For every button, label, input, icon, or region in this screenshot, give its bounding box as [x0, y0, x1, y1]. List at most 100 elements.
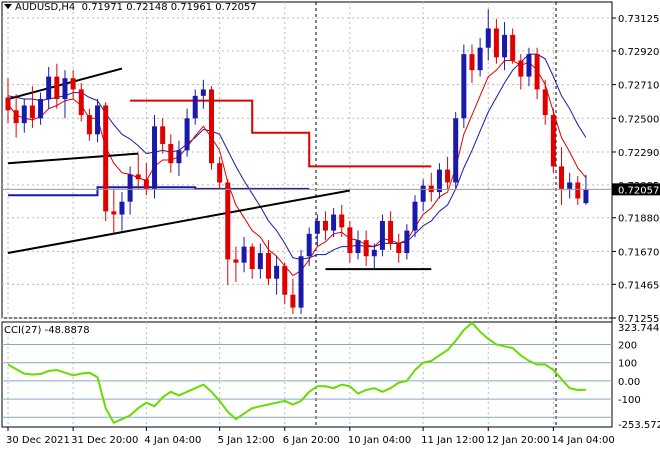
candle-body: [314, 220, 320, 234]
candle-body: [339, 214, 345, 228]
candle-body: [412, 201, 418, 231]
candle-body: [54, 76, 60, 100]
price-panel-frame: [1, 1, 613, 319]
close-value: 0.72057: [215, 2, 257, 13]
time-tick-label: 5 Jan 12:00: [218, 435, 275, 446]
collapse-arrow-icon[interactable]: [4, 4, 12, 9]
candle-body: [542, 89, 548, 116]
candle-body: [257, 253, 263, 270]
candle-body: [143, 179, 149, 189]
candle-body: [46, 76, 52, 100]
candle-body: [38, 99, 44, 119]
symbol-label: AUDUSD,H4: [15, 2, 76, 13]
candle-body: [282, 265, 288, 295]
candle-body: [95, 105, 101, 135]
candle-body: [200, 89, 206, 96]
candle-body: [135, 174, 141, 180]
cci-tick-label: -253.5723: [618, 420, 660, 431]
time-tick-label: 4 Jan 04:00: [144, 435, 201, 446]
candle-body: [249, 246, 255, 270]
candle-body: [192, 95, 198, 119]
candle-body: [274, 265, 280, 279]
candle-body: [371, 249, 377, 257]
candle-body: [5, 97, 11, 111]
time-tick-label: 11 Jan 12:00: [421, 435, 484, 446]
trend-line: [7, 189, 351, 255]
candle-body: [62, 78, 68, 100]
candle-body: [404, 230, 410, 254]
cci-tick-label: -100: [618, 395, 641, 406]
high-value: 0.72148: [126, 2, 168, 13]
candle-body: [379, 220, 385, 250]
candle-body: [265, 253, 271, 279]
indicator-header: CCI(27) -48.8878: [4, 325, 90, 336]
price-tick-label: 0.71255: [618, 314, 659, 325]
price-tick-label: 0.72290: [618, 148, 659, 159]
price-tick-label: 0.72500: [618, 114, 659, 125]
candle-body: [78, 89, 84, 116]
indicator-label: CCI(27): [4, 325, 42, 336]
price-tick-label: 0.71880: [618, 214, 659, 225]
candle-body: [209, 89, 214, 164]
candle-body: [493, 28, 499, 58]
candle-body: [233, 259, 239, 263]
candle-body: [583, 189, 589, 204]
candle-body: [119, 201, 125, 215]
candle-body: [453, 118, 459, 183]
candle-body: [510, 34, 516, 61]
cci-tick-label: 200: [618, 341, 637, 352]
price-tick-label: 0.71465: [618, 280, 659, 291]
candle-body: [160, 126, 166, 144]
candle-body: [21, 105, 27, 124]
candle-body: [477, 47, 483, 71]
candle-body: [184, 118, 190, 151]
candle-body: [217, 163, 223, 183]
candle-body: [70, 78, 76, 90]
cci-tick-label: 100: [618, 359, 637, 370]
candle-body: [13, 110, 19, 124]
support-step-line: [8, 186, 310, 197]
time-tick-label: 30 Dec 2021: [6, 435, 70, 446]
candle-body: [388, 220, 394, 244]
chart-header: AUDUSD,H4 0.71971 0.72148 0.71961 0.7205…: [4, 2, 257, 13]
time-tick-label: 10 Jan 04:00: [348, 435, 411, 446]
cci-line: [7, 321, 586, 424]
trend-line: [7, 152, 139, 165]
candle-body: [225, 182, 231, 260]
candle-body: [502, 34, 508, 58]
candle-body: [331, 214, 337, 231]
candle-body: [518, 60, 524, 77]
current-price-label: 0.72057: [618, 185, 659, 196]
candle-body: [420, 185, 426, 202]
open-value: 0.71971: [81, 2, 124, 13]
time-tick-label: 6 Jan 20:00: [283, 435, 340, 446]
candle-body: [575, 182, 581, 199]
candle-body: [322, 220, 328, 231]
candle-body: [550, 115, 556, 167]
candle-body: [436, 169, 442, 193]
low-value: 0.71961: [170, 2, 213, 13]
candle-body: [355, 240, 361, 254]
candle-body: [396, 243, 402, 254]
candle-body: [526, 54, 532, 77]
candle-body: [469, 54, 475, 71]
candle-body: [168, 143, 174, 164]
candle-body: [347, 227, 353, 254]
candle-body: [176, 150, 182, 164]
candle-body: [485, 28, 491, 48]
price-tick-label: 0.72920: [618, 47, 659, 58]
candle-body: [103, 105, 109, 212]
candle-body: [152, 126, 158, 189]
time-tick-label: 31 Dec 20:00: [71, 435, 138, 446]
candle-body: [534, 54, 540, 90]
candle-body: [29, 105, 35, 119]
indicator-value: -48.8878: [44, 325, 90, 336]
resistance-step-line: [130, 99, 432, 168]
current-price-box: [612, 183, 660, 196]
candle-body: [306, 233, 312, 257]
candle-body: [445, 169, 451, 183]
candle-body: [567, 182, 573, 189]
